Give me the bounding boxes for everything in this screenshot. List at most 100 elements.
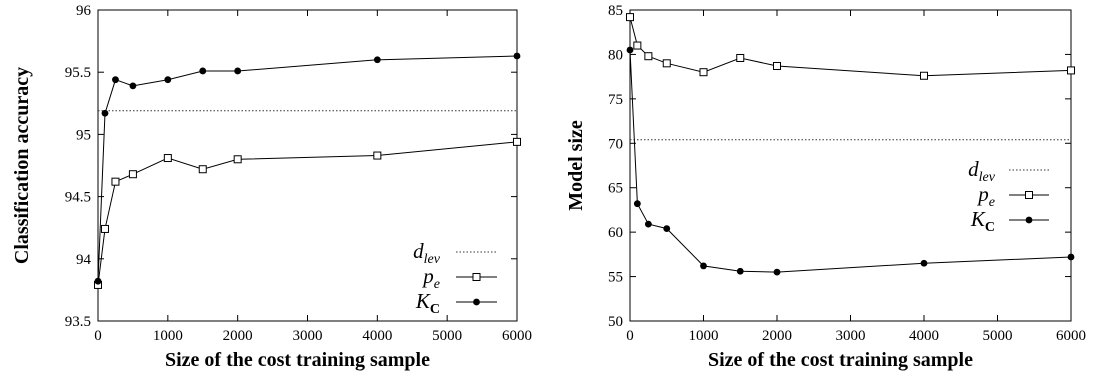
- y-tick-label: 94.5: [65, 190, 91, 206]
- y-tick-label: 70: [608, 136, 623, 152]
- x-tick-label: 2000: [223, 328, 253, 344]
- legend-label-main: d: [413, 239, 424, 263]
- legend-swatch-marker: [1025, 191, 1033, 199]
- y-axis-title: Model size: [565, 120, 587, 211]
- legend-swatch-marker: [472, 273, 481, 281]
- data-point: [513, 137, 521, 146]
- legend-label-sub: C: [985, 220, 995, 235]
- legend-label-main: d: [968, 157, 979, 181]
- data-point: [663, 225, 671, 232]
- y-tick-label: 96: [76, 3, 92, 19]
- data-point: [94, 277, 102, 285]
- accuracy-chart: 93.5 94 94.5 95 95.5 96 0 1000 2000 3000 4000 5000 6…: [11, 3, 532, 371]
- x-tick-label: 3000: [293, 328, 323, 344]
- y-tick-label: 85: [608, 3, 623, 19]
- series-line: [629, 49, 1072, 273]
- legend-swatch-marker: [473, 298, 480, 306]
- x-tick-label: 6000: [1056, 328, 1086, 344]
- y-tick-label: 75: [608, 92, 623, 108]
- data-point: [736, 267, 744, 275]
- model-size-chart: 50 55 60 65 70 75 80 85 0 1000 2000 3000 4000 5000 600…: [565, 3, 1086, 371]
- data-point: [129, 82, 137, 90]
- x-tick-label: 2000: [762, 328, 792, 344]
- data-point: [633, 200, 641, 208]
- y-tick-label: 50: [608, 314, 623, 330]
- legend-label-baseline: dlev: [968, 157, 996, 185]
- data-point: [373, 151, 382, 160]
- data-point: [920, 259, 928, 267]
- legend-label-sub: C: [430, 302, 440, 317]
- y-tick-label: 95.5: [65, 65, 91, 81]
- x-tick-label: 1000: [689, 328, 719, 344]
- y-tick-label: 80: [608, 47, 623, 63]
- y-tick-label: 55: [608, 270, 623, 286]
- data-point: [662, 59, 671, 68]
- x-tick-label: 1000: [153, 328, 183, 344]
- y-tick-label: 65: [608, 181, 623, 197]
- y-tick-label: 94: [76, 252, 92, 268]
- series-0: [626, 13, 1075, 80]
- data-point: [233, 155, 242, 164]
- x-tick-label: 5000: [983, 328, 1013, 344]
- data-point: [164, 76, 172, 84]
- series-1: [626, 46, 1075, 276]
- data-point: [626, 13, 634, 22]
- legend-label-series: KC: [415, 289, 440, 317]
- data-point: [633, 41, 642, 50]
- data-point: [234, 67, 242, 75]
- data-point: [644, 220, 652, 228]
- legend-label-main: K: [970, 207, 986, 231]
- x-axis-title: Size of the cost training sample: [708, 349, 973, 371]
- series-line: [97, 141, 518, 285]
- data-point: [111, 177, 120, 186]
- legend-label-main: K: [415, 289, 431, 313]
- y-tick-label: 95: [76, 127, 91, 143]
- x-tick-label: 3000: [836, 328, 866, 344]
- data-point: [513, 52, 521, 60]
- data-point: [101, 109, 109, 117]
- data-point: [100, 224, 109, 233]
- x-tick-label: 6000: [502, 328, 532, 344]
- data-point: [163, 154, 172, 163]
- data-point: [736, 53, 745, 62]
- data-point: [699, 68, 708, 77]
- x-tick-label: 5000: [432, 328, 462, 344]
- data-point: [920, 71, 928, 80]
- x-axis-title: Size of the cost training sample: [165, 349, 430, 371]
- data-point: [198, 165, 207, 174]
- legend-label-series: pe: [421, 264, 440, 292]
- data-point: [700, 262, 707, 270]
- legend-label-series: pe: [976, 182, 995, 210]
- data-point: [112, 76, 119, 84]
- plot-frame: [629, 9, 1072, 322]
- data-point: [1067, 253, 1075, 261]
- legend-label-main: p: [421, 264, 434, 288]
- series-line: [629, 16, 1072, 77]
- legend-label-sub: e: [989, 195, 995, 210]
- y-tick-label: 93.5: [65, 314, 91, 330]
- y-axis-title: Classification accuracy: [11, 67, 33, 264]
- x-tick-label: 4000: [909, 328, 939, 344]
- series-line: [97, 55, 518, 282]
- y-tick-label: 60: [608, 225, 623, 241]
- legend-label-baseline: dlev: [413, 239, 441, 267]
- data-point: [373, 56, 381, 64]
- data-point: [773, 268, 781, 276]
- legend-label-sub: lev: [424, 252, 441, 267]
- legend-label-series: KC: [970, 207, 995, 235]
- legend-label-main: p: [976, 182, 989, 206]
- x-tick-label: 0: [626, 328, 634, 344]
- data-point: [1067, 66, 1075, 75]
- data-point: [626, 46, 634, 54]
- series-1: [94, 52, 521, 285]
- data-point: [128, 170, 137, 179]
- data-point: [644, 52, 653, 61]
- legend-label-sub: lev: [979, 170, 996, 185]
- plot-frame: [97, 9, 518, 322]
- data-point: [199, 67, 207, 75]
- series-0: [94, 137, 521, 289]
- x-tick-label: 0: [94, 328, 102, 344]
